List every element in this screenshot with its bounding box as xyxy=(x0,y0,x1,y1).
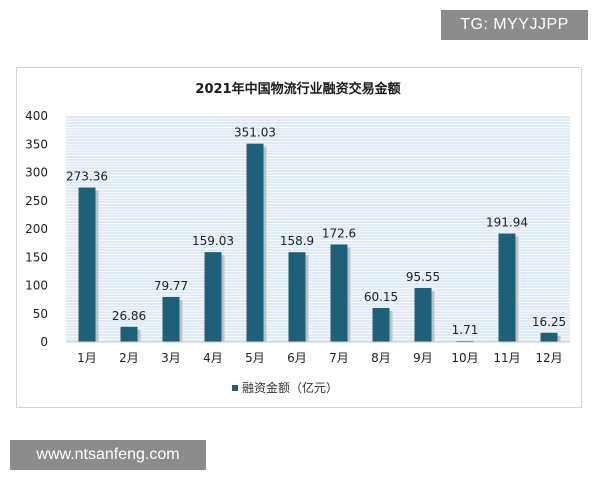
data-label: 273.36 xyxy=(66,170,108,184)
bar xyxy=(246,143,264,342)
y-tick-label: 350 xyxy=(25,137,48,151)
bars xyxy=(78,143,561,342)
data-label: 1.71 xyxy=(452,323,479,337)
y-tick-label: 400 xyxy=(25,109,48,123)
x-tick-label: 10月 xyxy=(451,351,478,365)
legend-label: 融资金额（亿元） xyxy=(242,380,338,395)
data-label: 351.03 xyxy=(234,126,276,140)
x-tick-label: 5月 xyxy=(245,351,265,365)
x-tick-label: 1月 xyxy=(77,351,97,365)
y-tick-label: 0 xyxy=(40,335,48,349)
axes: 0 50 100 150 200 250 300 350 400 1月 2月 3月 4月 5月 6月 7月 8月… xyxy=(25,109,570,365)
bar xyxy=(120,326,138,342)
x-tick-label: 12月 xyxy=(535,351,562,365)
data-label: 26.86 xyxy=(112,309,146,323)
data-label: 16.25 xyxy=(532,315,566,329)
x-tick-label: 6月 xyxy=(287,351,307,365)
bar xyxy=(204,252,222,342)
x-tick-label: 11月 xyxy=(493,351,520,365)
x-tick-label: 4月 xyxy=(203,351,223,365)
y-tick-label: 50 xyxy=(33,307,48,321)
data-label: 191.94 xyxy=(486,216,528,230)
watermark-bottom: www.ntsanfeng.com xyxy=(10,440,206,470)
data-label: 172.6 xyxy=(322,226,356,240)
x-tick-label: 7月 xyxy=(329,351,349,365)
bar xyxy=(498,233,516,342)
bar xyxy=(162,296,180,342)
plot-area xyxy=(66,116,570,342)
x-tick-label: 3月 xyxy=(161,351,181,365)
x-tick-label: 8月 xyxy=(371,351,391,365)
data-label: 60.15 xyxy=(364,290,398,304)
bar xyxy=(288,252,306,342)
legend-swatch xyxy=(232,385,238,391)
y-tick-label: 300 xyxy=(25,166,48,180)
y-tick-label: 100 xyxy=(25,279,48,293)
bar xyxy=(414,288,432,342)
y-tick-label: 250 xyxy=(25,194,48,208)
y-tick-label: 150 xyxy=(25,250,48,264)
bar xyxy=(540,332,558,342)
chart-title: 2021年中国物流行业融资交易金额 xyxy=(195,81,400,97)
x-tick-label: 9月 xyxy=(413,351,433,365)
data-label: 79.77 xyxy=(154,279,188,293)
watermark-top: TG: MYYJJPP xyxy=(441,10,588,40)
data-labels: 273.36 26.86 79.77 159.03 351.03 158.9 172.6 60… xyxy=(66,126,566,337)
bar xyxy=(372,308,390,342)
x-tick-label: 2月 xyxy=(119,351,139,365)
bar xyxy=(78,187,96,342)
data-label: 158.9 xyxy=(280,234,314,248)
bar xyxy=(330,244,348,342)
legend: 融资金额（亿元） xyxy=(232,380,338,395)
y-tick-label: 200 xyxy=(25,222,48,236)
data-label: 159.03 xyxy=(192,234,234,248)
data-label: 95.55 xyxy=(406,270,440,284)
